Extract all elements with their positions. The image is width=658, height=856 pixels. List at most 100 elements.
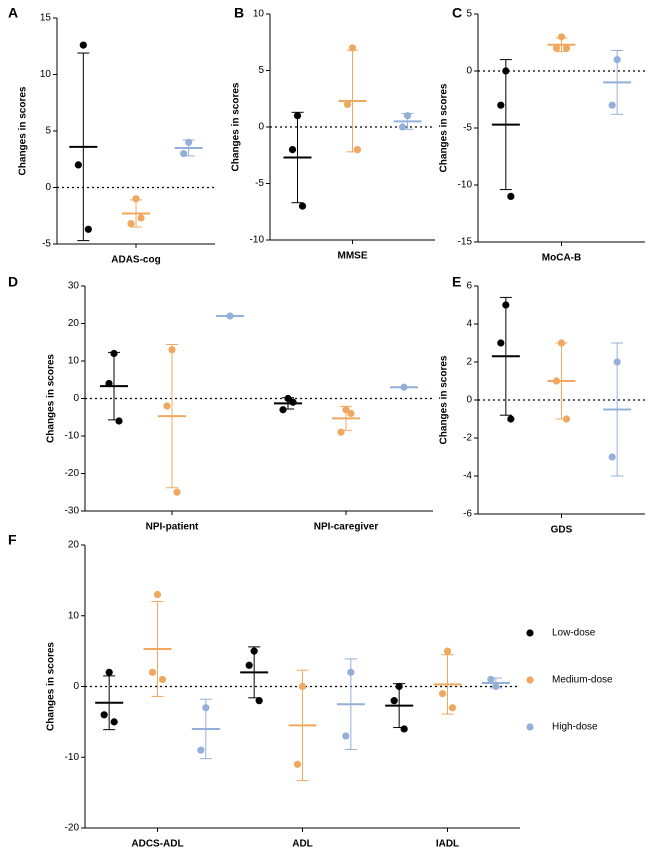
data-point <box>132 195 140 203</box>
y-tick-label: 20 <box>68 318 80 329</box>
y-axis-label: Changes in scores <box>46 354 57 443</box>
data-point <box>293 760 302 768</box>
data-point <box>395 682 403 691</box>
data-point <box>347 409 355 418</box>
y-tick-label: 5 <box>466 9 472 20</box>
x-tick-label: NPI-caregiver <box>314 522 379 533</box>
data-point <box>197 746 205 754</box>
data-point <box>400 383 408 391</box>
data-point <box>84 225 92 233</box>
data-point <box>279 406 287 414</box>
data-point <box>158 675 167 684</box>
legend-label: High-dose <box>552 722 598 733</box>
x-tick-label: ADL <box>292 839 313 850</box>
data-point <box>115 417 123 425</box>
y-tick-label: -10 <box>65 752 80 763</box>
y-tick-label: 20 <box>68 540 80 551</box>
panel-label: D <box>8 274 18 290</box>
data-point <box>343 100 352 108</box>
data-point <box>562 415 571 423</box>
data-point <box>403 112 412 120</box>
data-point <box>438 689 447 698</box>
data-point <box>226 312 234 320</box>
y-tick-label: 0 <box>73 681 79 692</box>
y-tick-label: 5 <box>45 126 51 137</box>
data-point <box>127 220 135 228</box>
legend-marker <box>526 723 534 731</box>
data-point <box>110 718 118 726</box>
y-tick-label: -6 <box>463 509 472 520</box>
panel-label: F <box>8 532 17 548</box>
data-point <box>348 44 357 52</box>
y-tick-label: -10 <box>458 180 473 191</box>
y-tick-label: 10 <box>40 69 52 80</box>
y-tick-label: 2 <box>466 357 472 368</box>
legend-marker <box>526 676 534 684</box>
x-tick-label: MoCA-B <box>542 253 581 264</box>
data-point <box>448 704 457 712</box>
y-tick-label: -15 <box>458 237 473 248</box>
data-point <box>487 675 495 684</box>
data-point <box>168 346 176 354</box>
x-tick-label: IADL <box>436 839 459 850</box>
data-point <box>502 301 510 309</box>
y-tick-label: -10 <box>250 235 265 246</box>
data-point <box>137 214 145 222</box>
y-axis-label: Changes in scores <box>18 86 29 175</box>
x-tick-label: NPI-patient <box>146 522 199 533</box>
data-point <box>507 415 515 423</box>
x-tick-label: GDS <box>551 525 573 536</box>
data-point <box>497 339 505 347</box>
data-point <box>552 377 561 385</box>
panel-label: B <box>234 5 244 21</box>
data-point <box>342 406 350 414</box>
data-point <box>255 697 263 705</box>
data-point <box>502 67 510 75</box>
data-point <box>173 488 181 496</box>
data-point <box>163 402 171 410</box>
data-point <box>105 379 113 388</box>
y-tick-label: -5 <box>255 178 264 189</box>
data-point <box>507 192 515 200</box>
y-axis-label: Changes in scores <box>46 642 57 731</box>
y-tick-label: -20 <box>65 823 80 834</box>
data-point <box>390 697 398 705</box>
data-point <box>557 33 566 41</box>
panel-label: A <box>8 5 18 21</box>
y-tick-label: 30 <box>68 281 80 292</box>
y-tick-label: 10 <box>253 9 265 20</box>
data-point <box>613 358 621 366</box>
y-tick-label: -5 <box>463 123 472 134</box>
data-point <box>284 394 292 403</box>
y-tick-label: -10 <box>65 431 80 442</box>
data-point <box>557 339 566 347</box>
data-point <box>298 202 307 210</box>
y-tick-label: 0 <box>73 393 79 404</box>
data-point <box>613 56 621 64</box>
data-point <box>105 668 113 676</box>
data-point <box>110 349 118 358</box>
panel-label: E <box>452 274 461 290</box>
y-axis-label: Changes in scores <box>439 83 450 172</box>
data-point <box>79 41 87 49</box>
data-point <box>400 725 408 733</box>
data-point <box>552 44 561 52</box>
y-tick-label: 6 <box>466 281 472 292</box>
data-point <box>153 590 162 599</box>
y-tick-label: -5 <box>42 239 51 250</box>
y-tick-label: 0 <box>45 182 51 193</box>
data-point <box>492 682 500 691</box>
legend-label: Medium-dose <box>552 675 613 686</box>
x-tick-label: ADAS-cog <box>111 255 160 266</box>
y-tick-label: 10 <box>68 356 80 367</box>
data-point <box>289 398 297 406</box>
y-tick-label: 0 <box>466 395 472 406</box>
legend-marker <box>526 629 534 637</box>
data-point <box>74 161 82 169</box>
data-point <box>148 668 157 676</box>
data-point <box>497 101 505 109</box>
data-point <box>100 711 108 719</box>
data-point <box>180 150 188 158</box>
data-point <box>443 647 452 655</box>
